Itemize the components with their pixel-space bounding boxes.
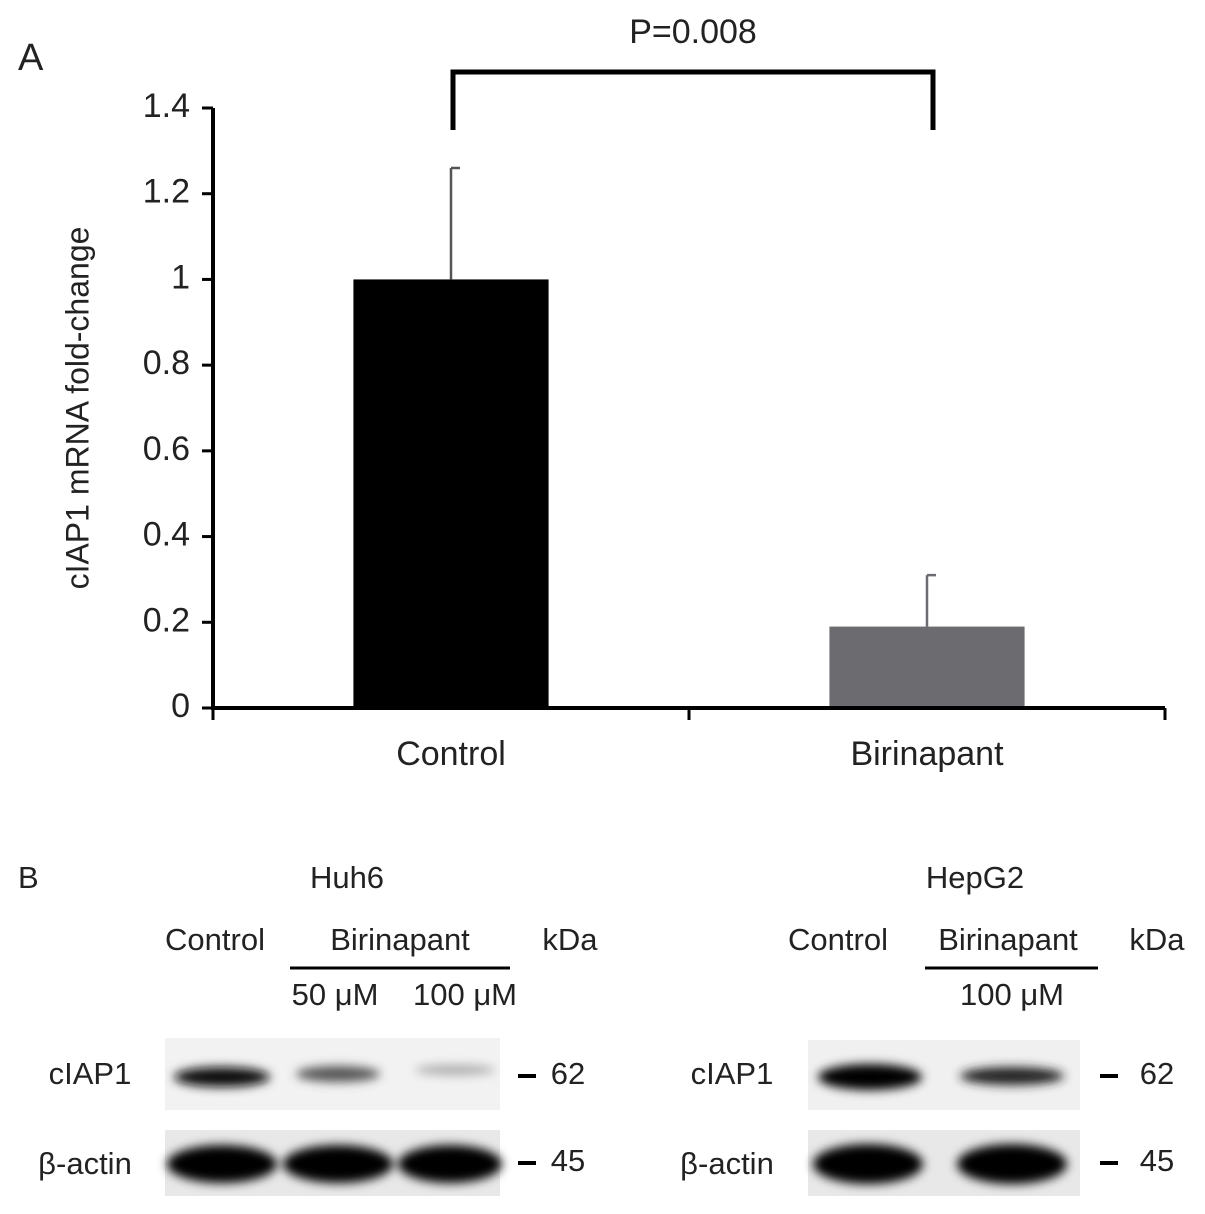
- bar: [353, 279, 549, 708]
- lane-label: Control: [788, 922, 888, 957]
- cell-line: Huh6: [310, 860, 384, 895]
- y-tick-label: 0.6: [143, 430, 190, 468]
- unit: kDa: [542, 922, 598, 957]
- kda: 62: [551, 1056, 585, 1091]
- bands: [813, 1064, 1067, 1184]
- lane-label: Birinapant: [330, 922, 470, 957]
- protein: β-actin: [38, 1146, 132, 1181]
- y-axis-title: cIAP1 mRNA fold-change: [59, 227, 95, 590]
- lane-label: Birinapant: [938, 922, 1078, 957]
- dose: 100 μM: [413, 977, 517, 1012]
- y-tick-label: 0.2: [143, 601, 190, 639]
- cell-line: HepG2: [926, 860, 1024, 895]
- error-bar: [449, 166, 460, 280]
- bar: [829, 626, 1025, 708]
- x-tick-label: Control: [396, 735, 506, 773]
- kda: 45: [551, 1143, 585, 1178]
- y-tick-label: 0: [171, 687, 190, 725]
- error-bar: [925, 573, 936, 627]
- panel-label: A: [18, 37, 44, 79]
- lane-label: Control: [165, 922, 265, 957]
- x-tick-label: Birinapant: [850, 735, 1004, 773]
- kda: 45: [1140, 1143, 1174, 1178]
- dose: 50 μM: [292, 977, 379, 1012]
- protein: cIAP1: [49, 1056, 132, 1091]
- protein: cIAP1: [691, 1056, 774, 1091]
- panel-label: B: [18, 860, 39, 895]
- y-tick-label: 1.2: [143, 173, 190, 211]
- unit: kDa: [1129, 922, 1185, 957]
- annotation: P=0.008: [629, 13, 757, 51]
- kda: 62: [1140, 1056, 1174, 1091]
- bands: [167, 1065, 502, 1183]
- y-tick-label: 1: [171, 258, 190, 296]
- y-tick-label: 0.8: [143, 344, 190, 382]
- dose: 100 μM: [960, 977, 1064, 1012]
- protein: β-actin: [680, 1146, 774, 1181]
- y-tick-label: 0.4: [143, 516, 190, 554]
- significance-bracket: [450, 69, 936, 130]
- y-tick-label: 1.4: [143, 87, 190, 125]
- panel-b: B Huh6 Control Birinapant kDa 50 μM 100 …: [18, 860, 1185, 1196]
